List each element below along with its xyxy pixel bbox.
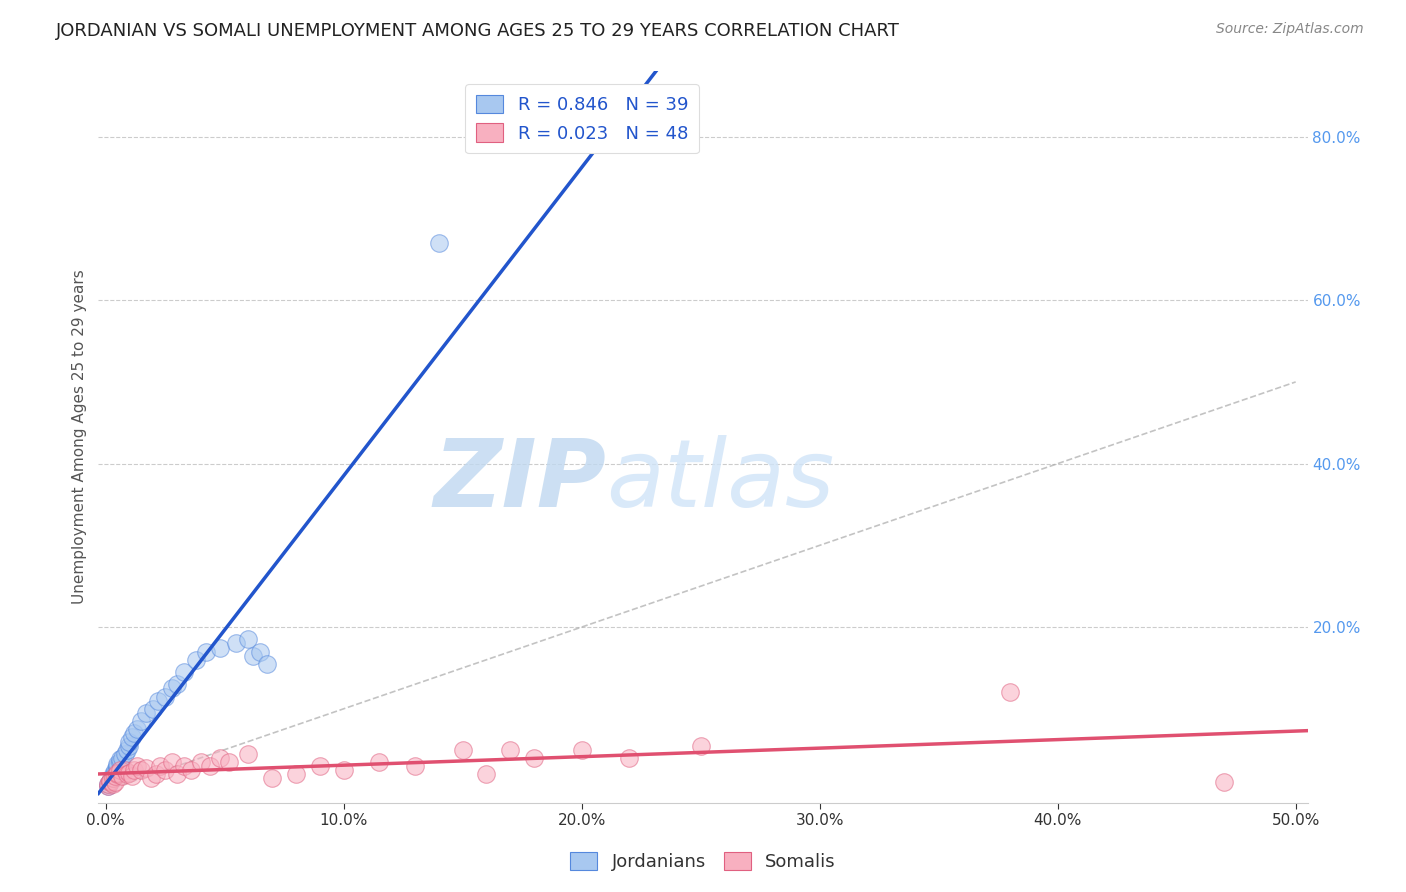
Point	[121, 769, 143, 783]
Point	[149, 759, 172, 773]
Point	[98, 773, 121, 788]
Point	[104, 763, 127, 777]
Point	[238, 632, 260, 647]
Point	[249, 645, 271, 659]
Point	[129, 763, 152, 777]
Point	[208, 751, 231, 765]
Point	[1213, 775, 1236, 789]
Point	[107, 761, 129, 775]
Point	[135, 706, 157, 720]
Point	[111, 751, 134, 765]
Point	[111, 769, 134, 783]
Point	[108, 755, 131, 769]
Point	[256, 657, 278, 671]
Point	[619, 751, 641, 765]
Point	[104, 775, 127, 789]
Point	[114, 763, 136, 777]
Point	[107, 759, 129, 773]
Point	[142, 702, 165, 716]
Point	[200, 759, 222, 773]
Point	[689, 739, 711, 753]
Point	[285, 767, 308, 781]
Point	[190, 755, 212, 769]
Point	[101, 769, 124, 783]
Point	[101, 772, 124, 786]
Point	[166, 677, 188, 691]
Point	[998, 685, 1021, 699]
Point	[108, 752, 131, 766]
Point	[97, 777, 120, 791]
Point	[104, 765, 127, 780]
Text: atlas: atlas	[606, 435, 835, 526]
Point	[107, 757, 129, 772]
Point	[571, 742, 593, 756]
Point	[125, 723, 148, 737]
Point	[129, 714, 152, 728]
Text: JORDANIAN VS SOMALI UNEMPLOYMENT AMONG AGES 25 TO 29 YEARS CORRELATION CHART: JORDANIAN VS SOMALI UNEMPLOYMENT AMONG A…	[56, 22, 900, 40]
Point	[153, 690, 176, 704]
Point	[97, 780, 120, 794]
Point	[108, 763, 131, 777]
Point	[107, 767, 129, 781]
Point	[107, 765, 129, 780]
Point	[104, 769, 127, 783]
Point	[101, 777, 124, 791]
Point	[98, 775, 121, 789]
Point	[160, 755, 183, 769]
Point	[98, 775, 121, 789]
Point	[184, 653, 207, 667]
Point	[225, 636, 247, 650]
Point	[262, 772, 284, 786]
Point	[208, 640, 231, 655]
Point	[118, 765, 141, 780]
Point	[115, 742, 138, 756]
Point	[153, 763, 176, 777]
Point	[332, 763, 354, 777]
Point	[242, 648, 264, 663]
Point	[160, 681, 183, 696]
Point	[404, 759, 426, 773]
Text: ZIP: ZIP	[433, 435, 606, 527]
Point	[98, 773, 121, 788]
Legend: Jordanians, Somalis: Jordanians, Somalis	[562, 845, 844, 879]
Point	[368, 755, 391, 769]
Point	[101, 767, 124, 781]
Point	[475, 767, 498, 781]
Point	[180, 763, 202, 777]
Point	[166, 767, 188, 781]
Point	[173, 665, 195, 679]
Legend: R = 0.846   N = 39, R = 0.023   N = 48: R = 0.846 N = 39, R = 0.023 N = 48	[465, 84, 699, 153]
Point	[139, 772, 162, 786]
Point	[125, 759, 148, 773]
Point	[173, 759, 195, 773]
Point	[122, 763, 145, 777]
Point	[218, 755, 240, 769]
Point	[135, 761, 157, 775]
Point	[121, 731, 143, 745]
Point	[146, 693, 169, 707]
Point	[97, 777, 120, 791]
Point	[427, 235, 450, 250]
Point	[118, 734, 141, 748]
Point	[97, 780, 120, 794]
Point	[523, 751, 546, 765]
Point	[122, 726, 145, 740]
Y-axis label: Unemployment Among Ages 25 to 29 years: Unemployment Among Ages 25 to 29 years	[72, 269, 87, 605]
Point	[115, 767, 138, 781]
Point	[101, 772, 124, 786]
Point	[499, 742, 522, 756]
Text: Source: ZipAtlas.com: Source: ZipAtlas.com	[1216, 22, 1364, 37]
Point	[114, 747, 136, 761]
Point	[194, 645, 217, 659]
Point	[308, 759, 330, 773]
Point	[451, 742, 474, 756]
Point	[118, 739, 141, 753]
Point	[238, 747, 260, 761]
Point	[145, 767, 167, 781]
